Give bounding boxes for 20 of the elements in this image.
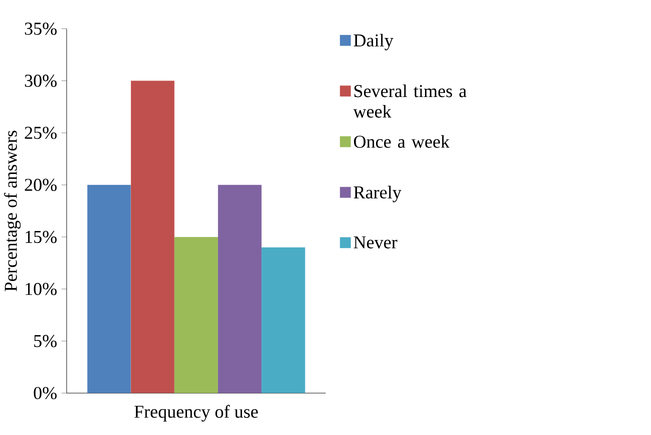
bar	[87, 184, 131, 394]
legend-label: Never	[354, 236, 398, 249]
y-tick-label: 0%	[34, 387, 57, 400]
legend-label: Once a week	[354, 135, 450, 148]
y-tick-label: 35%	[24, 22, 57, 35]
bar	[262, 247, 306, 394]
legend-label: Rarely	[354, 186, 402, 202]
y-tick-label: 30%	[24, 74, 57, 87]
y-tick-label: 15%	[26, 230, 57, 244]
bar	[130, 80, 174, 394]
y-tick-label: 20%	[24, 178, 57, 192]
y-axis-title: Percentage of answers	[4, 130, 21, 292]
y-tick-label: 25%	[24, 126, 57, 140]
y-tick-label: 10%	[26, 282, 57, 296]
bar	[218, 184, 262, 394]
bar	[174, 237, 218, 394]
y-tick-label: 5%	[34, 334, 57, 348]
legend-label: Several times a week	[353, 84, 466, 118]
x-axis-title: Frequency of use	[134, 404, 258, 422]
legend-label: Daily	[354, 34, 394, 50]
